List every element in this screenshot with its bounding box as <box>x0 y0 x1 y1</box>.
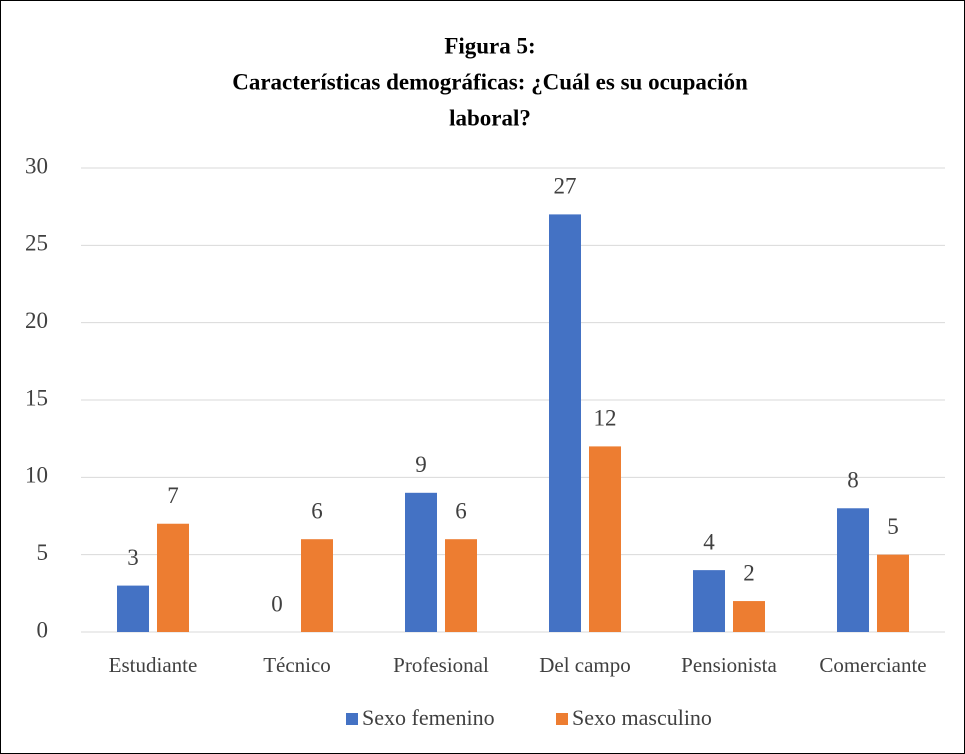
bar <box>549 214 581 632</box>
bar <box>693 570 725 632</box>
bar <box>157 523 189 632</box>
bar <box>877 554 909 632</box>
x-tick-label: Profesional <box>393 653 489 677</box>
value-label: 0 <box>271 591 283 616</box>
value-label: 3 <box>127 545 139 570</box>
y-tick-label: 0 <box>37 617 49 642</box>
value-label: 27 <box>554 174 577 199</box>
bar <box>445 539 477 632</box>
y-tick-label: 20 <box>25 308 48 333</box>
y-tick-label: 5 <box>37 540 49 565</box>
y-tick-label: 15 <box>25 385 48 410</box>
bar <box>733 601 765 632</box>
value-label: 9 <box>415 452 427 477</box>
x-tick-label: Pensionista <box>681 653 777 677</box>
bar <box>837 508 869 632</box>
chart-title: Características demográficas: ¿Cuál es s… <box>232 69 748 94</box>
x-tick-label: Técnico <box>263 653 331 677</box>
value-label: 2 <box>743 560 755 585</box>
bar <box>589 446 621 632</box>
bar <box>405 492 437 632</box>
bar <box>301 539 333 632</box>
legend-label: Sexo masculino <box>572 705 712 730</box>
x-tick-label: Comerciante <box>819 653 926 677</box>
chart-title: laboral? <box>449 105 531 130</box>
value-label: 8 <box>847 468 859 493</box>
bar <box>117 585 149 632</box>
legend-swatch <box>556 713 568 725</box>
value-label: 4 <box>703 529 715 554</box>
y-tick-label: 10 <box>25 463 48 488</box>
legend-label: Sexo femenino <box>362 705 495 730</box>
y-tick-label: 30 <box>25 153 48 178</box>
legend-swatch <box>346 713 358 725</box>
value-label: 6 <box>455 498 467 523</box>
chart-title: Figura 5: <box>444 33 535 58</box>
value-label: 12 <box>594 406 617 431</box>
x-tick-label: Del campo <box>539 653 631 677</box>
x-tick-label: Estudiante <box>109 653 198 677</box>
value-label: 7 <box>167 483 179 508</box>
value-label: 5 <box>887 514 899 539</box>
y-tick-label: 25 <box>25 231 48 256</box>
value-label: 6 <box>311 498 323 523</box>
